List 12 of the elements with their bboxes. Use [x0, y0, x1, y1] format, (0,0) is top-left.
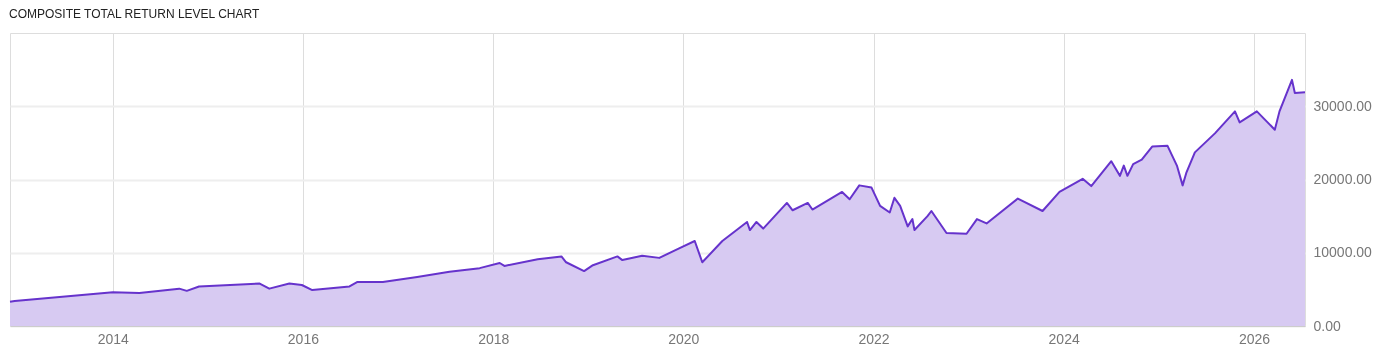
x-tick-label: 2020 — [668, 330, 700, 347]
x-tick-label: 2024 — [1048, 330, 1080, 347]
y-tick-label: 30000.00 — [1313, 97, 1373, 114]
x-tick-label: 2016 — [287, 330, 320, 347]
x-tick-label: 2018 — [478, 330, 510, 347]
chart-title: COMPOSITE TOTAL RETURN LEVEL CHART — [9, 7, 260, 21]
y-tick-label: 10000.00 — [1313, 244, 1373, 261]
y-tick-label: 0.00 — [1313, 317, 1341, 334]
y-tick-label: 20000.00 — [1313, 171, 1373, 187]
x-tick-label: 2022 — [858, 330, 890, 347]
x-tick-label: 2014 — [97, 330, 130, 347]
x-tick-label: 2026 — [1238, 330, 1271, 347]
